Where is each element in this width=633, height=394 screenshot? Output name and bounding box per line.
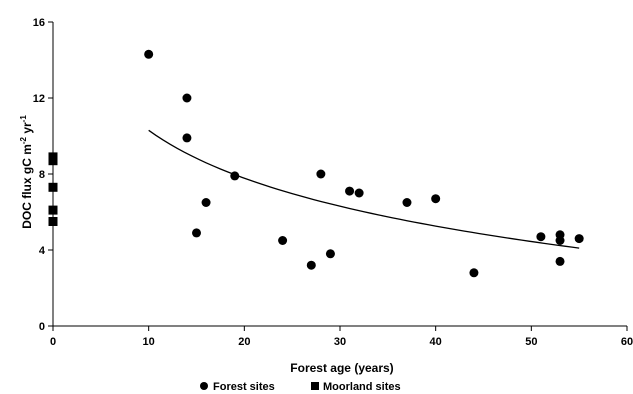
forest-site-point bbox=[316, 169, 326, 179]
forest-site-point bbox=[555, 256, 565, 266]
legend-label-moorland: Moorland sites bbox=[323, 381, 401, 393]
forest-site-point bbox=[431, 194, 441, 204]
forest-site-point bbox=[278, 236, 288, 245]
forest-site-point bbox=[402, 198, 412, 207]
forest-site-point bbox=[230, 171, 240, 181]
y-axis-title-main: DOC flux gC m bbox=[20, 144, 34, 229]
y-axis-title: DOC flux gC m-2 yr-1 bbox=[19, 115, 34, 229]
forest-site-point bbox=[555, 236, 565, 245]
x-tick-label: 30 bbox=[334, 336, 346, 348]
y-axis-title-mid: yr bbox=[20, 122, 34, 137]
x-tick-label: 20 bbox=[238, 336, 250, 348]
x-tick-label: 0 bbox=[50, 336, 56, 348]
legend-circle-marker bbox=[200, 382, 208, 390]
legend-item-forest: Forest sites bbox=[200, 381, 275, 393]
forest-site-point bbox=[306, 260, 316, 270]
forest-site-point bbox=[192, 228, 201, 238]
forest-site-point bbox=[345, 186, 355, 196]
x-tick-label: 10 bbox=[143, 336, 155, 348]
legend-square-marker bbox=[311, 382, 319, 390]
y-tick-label: 16 bbox=[33, 17, 45, 29]
forest-site-point bbox=[536, 232, 546, 242]
legend-item-moorland: Moorland sites bbox=[311, 381, 401, 393]
y-axis: 0 4 8 12 16 bbox=[33, 17, 54, 333]
legend: Forest sites Moorland sites bbox=[200, 381, 401, 393]
trendline-layer bbox=[148, 129, 580, 249]
trendline bbox=[148, 129, 580, 249]
forest-site-point bbox=[182, 93, 192, 103]
forest-site-point bbox=[182, 133, 192, 143]
x-axis: 0 10 20 30 40 50 60 bbox=[50, 325, 633, 348]
forest-site-point bbox=[354, 188, 364, 198]
y-axis-title-exp1: -2 bbox=[19, 136, 28, 144]
x-tick-label: 60 bbox=[621, 336, 633, 348]
forest-site-point bbox=[574, 234, 584, 244]
x-tick-label: 40 bbox=[430, 336, 442, 348]
forest-site-point bbox=[201, 198, 211, 207]
y-tick-label: 4 bbox=[39, 245, 46, 257]
y-tick-label: 8 bbox=[39, 169, 45, 181]
forest-site-point bbox=[325, 249, 335, 259]
legend-label-forest: Forest sites bbox=[213, 381, 275, 393]
x-tick-label: 50 bbox=[525, 336, 537, 348]
forest-site-point bbox=[469, 268, 479, 278]
forest-site-point bbox=[144, 49, 154, 59]
points-layer bbox=[48, 49, 584, 278]
y-axis-title-exp2: -1 bbox=[19, 115, 28, 123]
y-tick-label: 12 bbox=[33, 93, 45, 105]
x-axis-title: Forest age (years) bbox=[290, 361, 393, 375]
y-tick-label: 0 bbox=[39, 321, 45, 333]
